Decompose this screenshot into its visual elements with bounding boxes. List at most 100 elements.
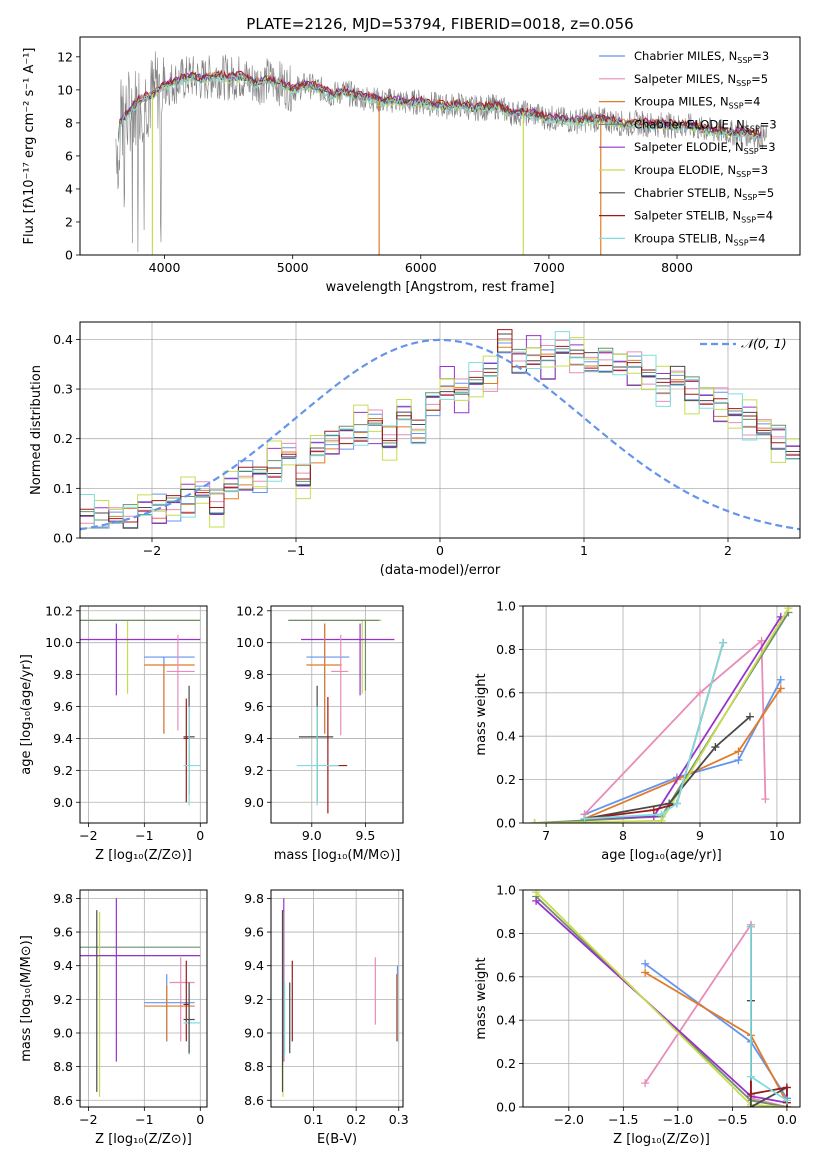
legend-label: Chabrier MILES, NSSP=3: [634, 49, 769, 65]
model-line: [117, 69, 762, 139]
weight-marker: [734, 747, 743, 756]
legend-label: Salpeter MILES, NSSP=5: [634, 72, 768, 88]
weight-marker: [776, 684, 785, 693]
figure-title: PLATE=2126, MJD=53794, FIBERID=0018, z=0…: [246, 15, 633, 33]
tick-label-y: 9.6: [53, 925, 73, 940]
weight-marker: [782, 1083, 791, 1092]
legend-label: Salpeter ELODIE, NSSP=3: [634, 140, 776, 156]
tick-label-x: −2.0: [554, 1112, 584, 1127]
weight-marker: [745, 712, 754, 721]
tick-label-x: 7000: [533, 260, 565, 275]
spectrum-plot-area: [115, 51, 767, 255]
tick-label-y: 9.6: [244, 925, 264, 940]
tick-label-x: 9.0: [302, 828, 322, 843]
tick-label-y: 9.0: [244, 1025, 264, 1040]
tick-label-y: 8: [65, 115, 73, 130]
hist-plot-area: [80, 329, 800, 531]
panel-mass_vs_Z: −2 −1 0 8.6 8.8 9.0 9.2 9.4 9.6 9.8 Z [log₁₀(Z/Z⊙)…: [19, 889, 208, 1147]
weight-marker: [649, 805, 658, 814]
legend-count: =5: [757, 186, 774, 200]
tick-label-x: 0.3: [389, 1112, 409, 1127]
model-line: [117, 73, 762, 143]
y-axis-label: mass weight: [474, 957, 489, 1039]
axes-frame: [270, 889, 404, 1108]
weight-marker: [719, 638, 728, 647]
tick-label-x: 9.5: [355, 828, 375, 843]
tick-label-x: 0: [196, 828, 204, 843]
errorbar-plot-area: [80, 619, 201, 806]
legend-subscript: SSP: [737, 56, 752, 65]
weight-marker: [641, 1079, 650, 1088]
tick-label-y: 10.0: [236, 635, 264, 650]
tick-label-y: 9.0: [53, 795, 73, 810]
hist-series: [80, 346, 800, 529]
tick-label-y: 0.6: [496, 969, 516, 984]
weight-line: [584, 616, 782, 820]
legend-count: =3: [751, 163, 768, 177]
weight-line: [584, 642, 724, 820]
legend-subscript: SSP: [734, 238, 749, 247]
x-axis-label: Z [log₁₀(Z/Z⊙)]: [95, 848, 192, 863]
tick-label-y: 1.0: [496, 599, 516, 614]
tick-label-y: 4: [65, 181, 73, 196]
legend-subscript: SSP: [729, 102, 744, 111]
legend-subscript: SSP: [744, 147, 759, 156]
tick-label-y: 0.2: [53, 431, 73, 446]
panel-residuals: −2 −1 0 1 2 0.0 0.1 0.2 0.3 0.4 (data-model)/error…: [29, 321, 801, 578]
axes-frame: [79, 321, 801, 539]
tick-label-y: 0.6: [496, 685, 516, 700]
legend-label: 𝒩(0, 1): [741, 336, 787, 351]
weight-marker: [746, 922, 755, 931]
tick-label-x: 5000: [277, 260, 309, 275]
legend-label: Kroupa MILES, NSSP=4: [634, 95, 760, 111]
tick-label-x: −2: [79, 1112, 97, 1127]
legend-label: Chabrier ELODIE, NSSP=3: [634, 117, 777, 133]
weight-marker: [784, 606, 793, 613]
tick-label-x: −1: [135, 828, 153, 843]
tick-label-y: 12: [57, 49, 73, 64]
tick-label-y: 9.2: [53, 763, 73, 778]
weight-marker: [757, 636, 766, 645]
tick-label-x: 9: [696, 828, 704, 843]
weight-line: [583, 638, 767, 815]
weight-line: [584, 679, 782, 816]
axes-frame: [79, 889, 208, 1108]
line-plot-area: [530, 606, 793, 823]
weight-marker: [711, 743, 720, 752]
legend-count: =3: [759, 140, 776, 154]
tick-label-y: 9.6: [53, 699, 73, 714]
panel-massweight_vs_Z: −2.0 −1.5 −1.0 −0.5 0.0 0.0 0.2 0.4 0.6 0.8 1.0 Z […: [474, 883, 801, 1147]
tick-label-y: 10.0: [45, 635, 73, 650]
model-line: [117, 72, 762, 141]
tick-label-x: 0: [196, 1112, 204, 1127]
x-axis-label: mass [log₁₀(M/M⊙)]: [274, 848, 401, 863]
legend-count: =5: [751, 72, 768, 86]
weight-line: [584, 687, 782, 820]
tick-label-x: −1.0: [663, 1112, 693, 1127]
hist-series: [80, 338, 800, 529]
axes-frame: [522, 605, 801, 824]
tick-label-y: 10.2: [236, 603, 264, 618]
legend-subscript: SSP: [736, 79, 751, 88]
tick-label-y: 0.0: [496, 1100, 516, 1115]
tick-label-y: 10.2: [45, 603, 73, 618]
panel-age_vs_mass: 9.0 9.5 9.0 9.2 9.4 9.6 9.8 10.0 10.2 mass [log₁₀…: [236, 603, 404, 863]
tick-label-y: 9.8: [244, 667, 264, 682]
errorbar-plot-area: [80, 898, 201, 1097]
axes-frame: [522, 889, 801, 1108]
weight-marker: [657, 810, 666, 819]
legend-count: =3: [760, 117, 777, 131]
tick-label-y: 8.8: [244, 1059, 264, 1074]
weight-marker: [734, 756, 743, 765]
axes-frame: [79, 605, 208, 824]
hist-series: [80, 329, 800, 529]
tick-label-y: 8.8: [53, 1059, 73, 1074]
hist-series: [80, 335, 800, 529]
tick-label-y: 9.8: [53, 891, 73, 906]
weight-marker: [641, 968, 650, 977]
x-axis-label: E(B-V): [317, 1132, 357, 1147]
weight-marker: [746, 1089, 755, 1098]
panel-massweight_vs_age: 7 8 9 10 0.0 0.2 0.4 0.6 0.8 1.0 age [log₁₀(age/yr…: [474, 599, 801, 863]
legend-subscript: SSP: [742, 193, 757, 202]
